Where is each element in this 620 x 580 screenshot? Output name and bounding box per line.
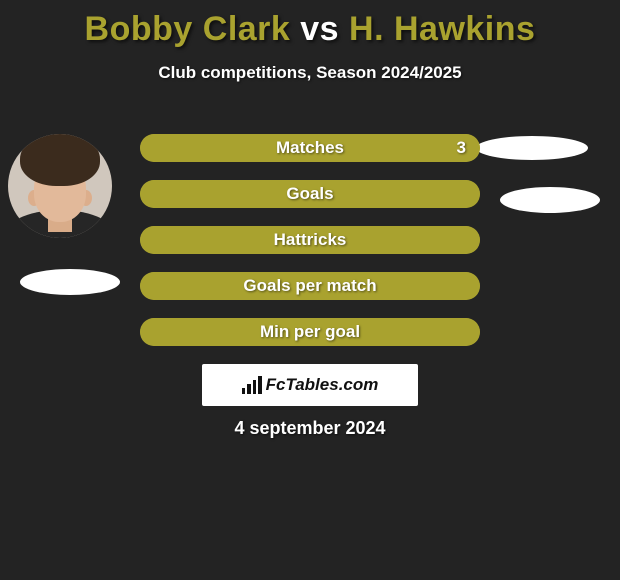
subtitle: Club competitions, Season 2024/2025	[0, 63, 620, 83]
date-text: 4 september 2024	[0, 418, 620, 439]
stat-bar-label: Matches	[140, 134, 480, 162]
player1-name-pill	[20, 269, 120, 295]
player1-avatar	[8, 134, 112, 238]
stat-bar-min-per-goal: Min per goal	[140, 318, 480, 346]
bar-chart-icon	[242, 376, 262, 394]
stat-bar-value: 3	[457, 134, 466, 162]
stat-bar-hattricks: Hattricks	[140, 226, 480, 254]
stat-bars: Matches 3 Goals Hattricks Goals per matc…	[140, 134, 480, 364]
title-vs: vs	[300, 10, 339, 48]
stat-bar-label: Hattricks	[140, 226, 480, 254]
stat-bar-label: Goals per match	[140, 272, 480, 300]
stat-bar-label: Min per goal	[140, 318, 480, 346]
logo-text: FcTables.com	[266, 375, 379, 395]
stat-bar-goals-per-match: Goals per match	[140, 272, 480, 300]
title-player2: H. Hawkins	[349, 10, 535, 48]
stat-bar-matches: Matches 3	[140, 134, 480, 162]
stat-bar-label: Goals	[140, 180, 480, 208]
title-player1: Bobby Clark	[85, 10, 291, 48]
player2-avatar-placeholder	[476, 136, 588, 160]
page-title: Bobby Clark vs H. Hawkins	[0, 10, 620, 49]
player2-name-pill	[500, 187, 600, 213]
fctables-logo: FcTables.com	[202, 364, 418, 406]
stat-bar-goals: Goals	[140, 180, 480, 208]
